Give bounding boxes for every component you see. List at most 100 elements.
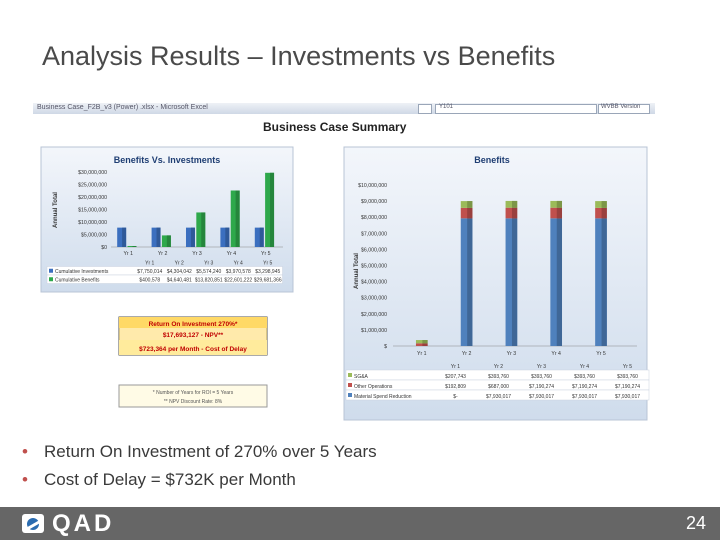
bar-other-opex-shade <box>556 207 563 219</box>
table-cell: $7,930,017 <box>615 394 640 400</box>
bar-other-opex-shade <box>601 207 607 219</box>
y-tick-label: $15,000,000 <box>78 208 107 214</box>
cost-delay-text: $723,364 per Month - Cost of Delay <box>139 346 247 353</box>
bar-sga-face <box>460 201 473 208</box>
table-cell: $13,820,851 <box>195 278 223 284</box>
bar-benefits-face <box>161 235 171 247</box>
bar-other-opex-shade <box>422 343 428 346</box>
y-tick-label: $5,000,000 <box>361 264 387 270</box>
page-number: 24 <box>685 513 706 533</box>
bar-material-spend-shade <box>601 218 607 346</box>
bar-investments-shade <box>122 227 127 247</box>
roi-box: Return On Investment 270%* $17,693,127 -… <box>118 316 268 356</box>
name-box-value: Y101 <box>439 104 454 110</box>
bar-investments <box>117 227 127 247</box>
y-tick-label: $3,000,000 <box>361 296 387 302</box>
bar-material-spend <box>595 218 607 346</box>
bar-sga <box>505 200 518 208</box>
legend-swatch <box>49 277 53 282</box>
x-tick-label: Yr 5 <box>261 251 271 257</box>
table-cell: $393,760 <box>617 374 638 380</box>
expand-icon[interactable] <box>418 104 432 114</box>
bar-benefits <box>230 190 240 247</box>
y-tick-label: $1,000,000 <box>361 328 387 334</box>
npv-row-bg <box>119 328 267 340</box>
footnote-box: * Number of Years for ROI = 5 Years ** N… <box>118 384 268 408</box>
x-tick-label: Yr 2 <box>462 351 472 357</box>
x-tick-label: Yr 5 <box>596 351 606 357</box>
footer-bar: QAD 24 <box>0 507 720 540</box>
bar-benefits-face <box>196 212 206 247</box>
right-chart-plot: $10,000,000 $9,000,000 $8,000,000 $7,000,00… <box>358 183 637 357</box>
table-cell: $192,809 <box>445 384 466 390</box>
table-header-cell: Yr 4 <box>580 364 589 370</box>
table-cell: $7,930,017 <box>572 394 597 400</box>
bar-benefits-face <box>265 172 275 247</box>
table-header-cell: Yr 2 <box>494 364 503 370</box>
table-cell: $3,970,578 <box>226 269 251 275</box>
bar-investments-face <box>220 227 230 247</box>
x-tick-label: Yr 3 <box>192 251 202 257</box>
bar-investments <box>254 227 264 247</box>
y-tick-label: $6,000,000 <box>361 247 387 253</box>
bar-investments-face <box>254 227 264 247</box>
bar-investments-face <box>151 227 161 247</box>
qad-logo-icon <box>22 514 44 533</box>
name-box[interactable]: Y101 <box>435 104 597 114</box>
legend-label: Cumulative Investments <box>55 269 109 275</box>
bar-sga-face <box>415 340 428 344</box>
x-tick-label: Yr 2 <box>158 251 168 257</box>
table-cell: $- <box>453 394 458 400</box>
bar-sga-shade <box>422 340 428 344</box>
right-chart-title: Benefits <box>474 155 510 165</box>
table-header-cell: Yr 4 <box>234 261 243 267</box>
y-tick-label: $5,000,000 <box>81 233 107 239</box>
bar-benefits-shade <box>132 245 137 247</box>
left-chart-ylabel: Annual Total <box>53 192 59 228</box>
roi-text: Return On Investment 270%* <box>149 321 238 328</box>
bar-investments-shade <box>259 227 264 247</box>
right-chart-table: Yr 1 Yr 2 Yr 3 Yr 4 Yr 5 SG&A $207,743 $393,760… <box>345 364 650 401</box>
bar-sga-shade <box>556 200 563 208</box>
bar-benefits-shade <box>270 172 275 247</box>
table-header-cell: Yr 3 <box>204 261 213 267</box>
bar-benefits-shade <box>235 190 240 247</box>
x-tick-label: Yr 1 <box>417 351 427 357</box>
y-tick-label: $7,000,000 <box>361 231 387 237</box>
table-cell: $29,681,366 <box>254 278 282 284</box>
bullet-text: Cost of Delay = $732K per Month <box>44 470 296 489</box>
table-cell: $687,000 <box>488 384 509 390</box>
table-cell: $22,601,222 <box>224 278 252 284</box>
version-field[interactable]: WVBB Version <box>598 104 650 114</box>
bar-benefits-face <box>230 190 240 247</box>
y-tick-label: $30,000,000 <box>78 170 107 176</box>
bar-material-spend-face <box>550 218 563 346</box>
x-tick-label: Yr 1 <box>123 251 133 257</box>
bar-other-opex <box>415 343 428 346</box>
table-header-cell: Yr 5 <box>623 364 632 370</box>
bar-benefits-shade <box>166 235 171 247</box>
table-cell: $7,750,014 <box>137 269 162 275</box>
bar-investments-face <box>117 227 127 247</box>
bar-material-spend-shade <box>511 218 518 346</box>
x-tick-label: Yr 4 <box>227 251 237 257</box>
x-tick-label: Yr 4 <box>551 351 561 357</box>
table-row <box>46 274 283 284</box>
slide-title: Analysis Results – Investments vs Benefi… <box>42 41 556 71</box>
bar-benefits-shade <box>201 212 206 247</box>
table-cell: $393,760 <box>488 374 509 380</box>
charts-canvas: Benefits Vs. Investments Annual Total $3… <box>40 146 650 421</box>
bar-other-opex <box>460 207 473 219</box>
table-cell: $207,743 <box>445 374 466 380</box>
y-tick-label: $10,000,000 <box>358 183 387 189</box>
bar-material-spend-face <box>595 218 607 346</box>
bar-material-spend-shade <box>467 218 473 346</box>
bar-material-spend <box>550 218 563 346</box>
bar-investments <box>220 227 230 247</box>
bar-material-spend-face <box>460 218 473 346</box>
legend-label: Other Operations <box>354 384 393 390</box>
bar-sga-face <box>595 201 607 208</box>
table-header-cell: Yr 1 <box>145 261 154 267</box>
y-tick-label: $4,000,000 <box>361 280 387 286</box>
bar-sga-face <box>505 200 518 208</box>
